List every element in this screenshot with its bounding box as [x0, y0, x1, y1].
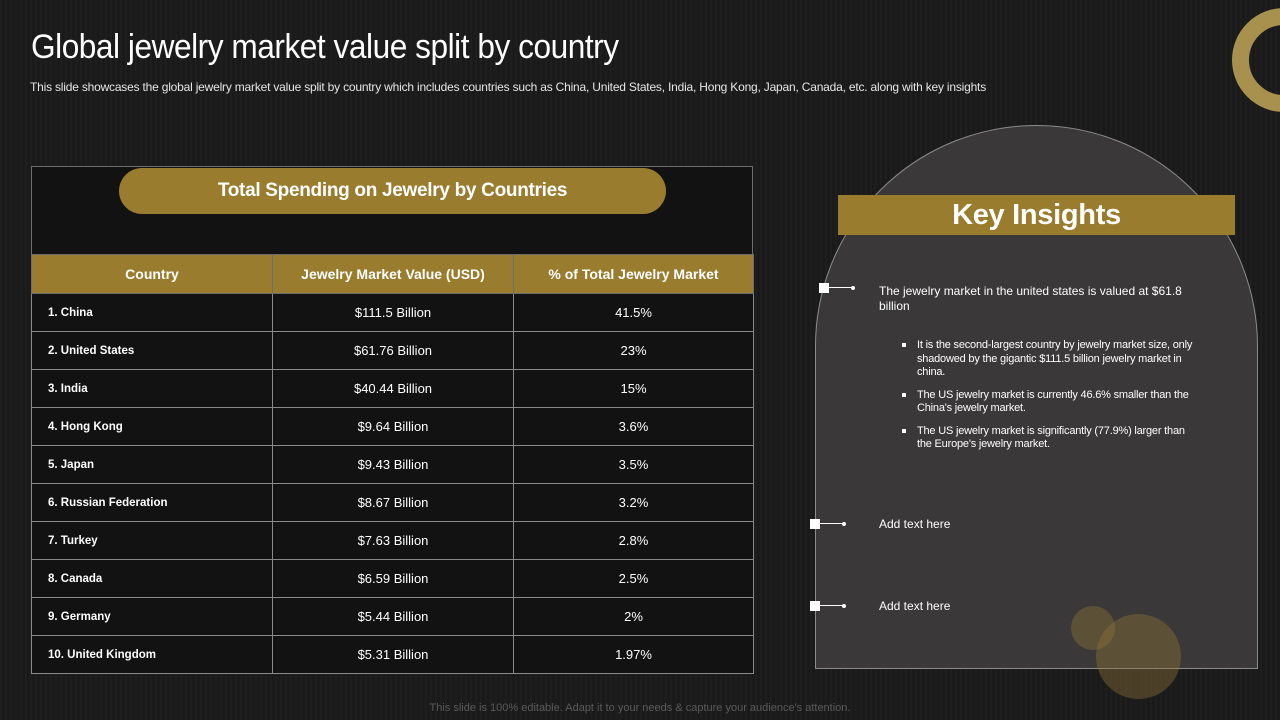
share-cell: 3.6%	[513, 407, 754, 446]
table-row: 4. Hong Kong $9.64 Billion 3.6%	[31, 407, 754, 446]
list-item: The US jewelry market is significantly (…	[902, 425, 1202, 452]
footer-note: This slide is 100% editable. Adapt it to…	[429, 702, 851, 714]
insight-main-text: The jewelry market in the united states …	[879, 284, 1182, 313]
column-header-country: Country	[31, 254, 273, 294]
column-header-value: Jewelry Market Value (USD)	[272, 254, 514, 294]
value-cell: $5.31 Billion	[272, 635, 514, 674]
share-cell: 2%	[513, 597, 754, 636]
insight-bullet-list: It is the second-largest country by jewe…	[902, 339, 1202, 461]
share-cell: 2.5%	[513, 559, 754, 598]
country-cell: 7. Turkey	[31, 521, 273, 560]
column-header-share: % of Total Jewelry Market	[513, 254, 754, 294]
table-row: 10. United Kingdom $5.31 Billion 1.97%	[31, 635, 754, 674]
table-row: 9. Germany $5.44 Billion 2%	[31, 597, 754, 636]
decorative-ring	[1232, 8, 1280, 112]
bullet-text: The US jewelry market is currently 46.6%…	[917, 388, 1189, 415]
share-cell: 23%	[513, 331, 754, 370]
table-title: Total Spending on Jewelry by Countries	[119, 168, 666, 214]
table-row: 2. United States $61.76 Billion 23%	[31, 331, 754, 370]
table-row: 1. China $111.5 Billion 41.5%	[31, 293, 754, 332]
bullet-text: The US jewelry market is significantly (…	[917, 424, 1185, 451]
value-cell: $5.44 Billion	[272, 597, 514, 636]
country-cell: 1. China	[31, 293, 273, 332]
jewelry-market-table: Country Jewelry Market Value (USD) % of …	[31, 254, 754, 674]
share-cell: 1.97%	[513, 635, 754, 674]
share-cell: 3.2%	[513, 483, 754, 522]
value-cell: $6.59 Billion	[272, 559, 514, 598]
bullet-text: It is the second-largest country by jewe…	[917, 339, 1193, 378]
slide-title: Global jewelry market value split by cou…	[31, 28, 619, 66]
table-row: 8. Canada $6.59 Billion 2.5%	[31, 559, 754, 598]
share-cell: 2.8%	[513, 521, 754, 560]
country-cell: 10. United Kingdom	[31, 635, 273, 674]
country-cell: 8. Canada	[31, 559, 273, 598]
bullet-icon	[902, 392, 906, 397]
table-row: 3. India $40.44 Billion 15%	[31, 369, 754, 408]
country-cell: 6. Russian Federation	[31, 483, 273, 522]
country-cell: 3. India	[31, 369, 273, 408]
decorative-bubble	[1096, 614, 1181, 699]
insights-title: Key Insights	[838, 195, 1235, 235]
table-row: 5. Japan $9.43 Billion 3.5%	[31, 445, 754, 484]
table-header-row: Country Jewelry Market Value (USD) % of …	[31, 254, 754, 294]
country-cell: 5. Japan	[31, 445, 273, 484]
table-row: 7. Turkey $7.63 Billion 2.8%	[31, 521, 754, 560]
value-cell: $7.63 Billion	[272, 521, 514, 560]
table-row: 6. Russian Federation $8.67 Billion 3.2%	[31, 483, 754, 522]
value-cell: $9.43 Billion	[272, 445, 514, 484]
value-cell: $111.5 Billion	[272, 293, 514, 332]
bullet-icon	[902, 343, 906, 347]
country-cell: 2. United States	[31, 331, 273, 370]
list-item: The US jewelry market is currently 46.6%…	[902, 389, 1202, 416]
bullet-icon	[902, 428, 906, 433]
value-cell: $61.76 Billion	[272, 331, 514, 370]
placeholder-text-2[interactable]: Add text here	[879, 599, 951, 613]
share-cell: 41.5%	[513, 293, 754, 332]
country-cell: 4. Hong Kong	[31, 407, 273, 446]
value-cell: $40.44 Billion	[272, 369, 514, 408]
share-cell: 3.5%	[513, 445, 754, 484]
share-cell: 15%	[513, 369, 754, 408]
value-cell: $9.64 Billion	[272, 407, 514, 446]
country-cell: 9. Germany	[31, 597, 273, 636]
slide-subtitle: This slide showcases the global jewelry …	[30, 80, 986, 94]
value-cell: $8.67 Billion	[272, 483, 514, 522]
decorative-bubble	[1071, 606, 1115, 650]
placeholder-text-1[interactable]: Add text here	[879, 517, 951, 531]
list-item: It is the second-largest country by jewe…	[902, 339, 1202, 380]
